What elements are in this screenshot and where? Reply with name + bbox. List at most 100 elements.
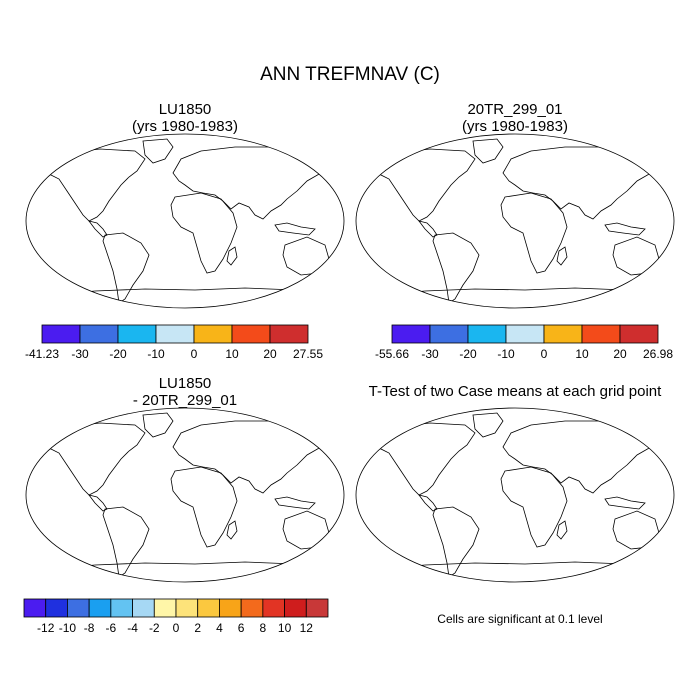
difference-cell [270, 499, 276, 506]
difference-cell [125, 451, 131, 457]
difference-cell [310, 539, 316, 545]
difference-cell [325, 413, 329, 418]
difference-cell [130, 524, 136, 530]
difference-cell [60, 413, 66, 418]
difference-cell [110, 480, 116, 486]
difference-cell [145, 568, 151, 574]
difference-cell [195, 451, 201, 457]
difference-cell [165, 524, 171, 530]
difference-cell [95, 431, 101, 437]
difference-cell [255, 573, 261, 579]
difference-cell [245, 553, 251, 559]
difference-cell [60, 524, 66, 530]
difference-cell [195, 539, 201, 545]
difference-cell [185, 436, 191, 442]
difference-cell [220, 451, 226, 457]
difference-cell [170, 578, 176, 582]
non-significant-cell [571, 563, 575, 567]
difference-cell [325, 548, 329, 554]
difference-cell [30, 461, 35, 466]
difference-cell [65, 558, 71, 564]
difference-cell [75, 514, 81, 520]
difference-cell [270, 495, 276, 501]
difference-cell [310, 436, 316, 442]
non-significant-cell [559, 407, 563, 411]
non-significant-cell [359, 487, 363, 491]
difference-cell [295, 455, 301, 462]
difference-cell [160, 529, 166, 535]
difference-cell [140, 455, 146, 462]
difference-cell [80, 416, 86, 422]
difference-cell [210, 451, 216, 457]
difference-cell [100, 441, 106, 447]
difference-cell [200, 490, 206, 496]
non-significant-cell [663, 551, 667, 555]
difference-cell [165, 460, 171, 466]
difference-cell [55, 446, 61, 452]
non-significant-cell [499, 491, 503, 495]
difference-cell [185, 465, 191, 471]
non-significant-cell [659, 547, 663, 551]
non-significant-cell [523, 415, 527, 419]
colorbar-tick-label: -20 [109, 347, 127, 361]
difference-cell [50, 421, 56, 427]
non-significant-cell [475, 543, 479, 547]
difference-cell [95, 485, 101, 491]
difference-cell [175, 553, 181, 559]
difference-cell [275, 529, 281, 535]
difference-cell [215, 543, 221, 550]
difference-cell [100, 460, 106, 466]
difference-cell [275, 543, 281, 550]
difference-cell [260, 509, 266, 515]
difference-cell [195, 413, 201, 418]
difference-cell [220, 563, 226, 569]
difference-cell [255, 539, 261, 545]
difference-cell [270, 485, 276, 491]
difference-cell [270, 431, 276, 437]
difference-cell [240, 446, 246, 452]
difference-cell [185, 413, 191, 418]
non-significant-cell [491, 559, 495, 563]
difference-cell [250, 524, 256, 530]
non-significant-cell [519, 491, 523, 495]
colorbar-box [110, 598, 133, 618]
difference-cell [260, 495, 266, 501]
difference-cell [140, 451, 146, 457]
difference-cell [230, 568, 236, 574]
difference-cell [340, 466, 345, 471]
difference-cell [80, 548, 86, 554]
difference-cell [285, 524, 291, 530]
difference-cell [165, 475, 171, 481]
difference-cell [330, 485, 335, 490]
difference-cell [130, 543, 136, 550]
difference-cell [105, 558, 111, 564]
difference-cell [210, 436, 216, 442]
non-significant-cell [647, 535, 651, 539]
difference-cell [105, 485, 111, 491]
difference-cell [50, 413, 56, 418]
difference-cell [60, 578, 66, 582]
difference-cell [270, 460, 276, 466]
difference-cell [330, 471, 335, 476]
non-significant-cell [551, 539, 555, 543]
difference-cell [210, 548, 216, 554]
non-significant-cell [667, 439, 671, 443]
difference-cell [285, 499, 291, 506]
difference-cell [55, 534, 61, 540]
difference-cell [115, 480, 121, 486]
difference-cell [190, 558, 196, 564]
difference-cell [130, 519, 136, 525]
difference-cell [145, 421, 151, 427]
difference-cell [45, 509, 51, 515]
difference-cell [175, 485, 181, 491]
difference-cell [90, 568, 96, 574]
difference-cell [185, 431, 191, 437]
difference-cell [90, 426, 96, 432]
difference-cell [165, 573, 171, 579]
difference-cell [85, 446, 91, 452]
difference-cell [215, 573, 221, 579]
difference-cell [335, 480, 340, 485]
non-significant-cell [555, 467, 559, 471]
non-significant-cell [551, 499, 555, 503]
difference-cell [340, 461, 345, 466]
